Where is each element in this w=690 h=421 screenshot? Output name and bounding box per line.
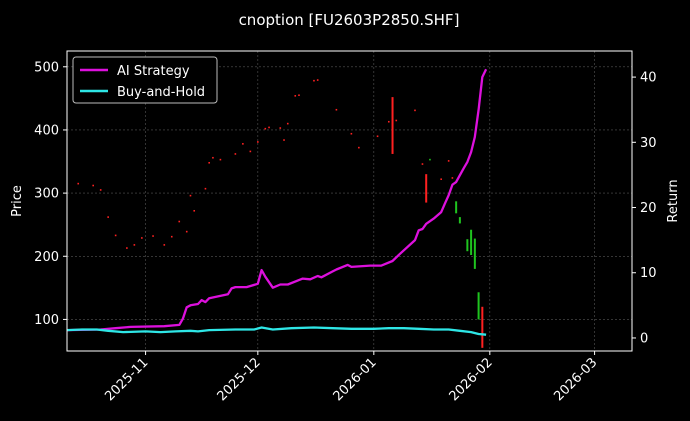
price-tick (178, 220, 181, 223)
price-candle (391, 97, 394, 154)
price-candle (477, 292, 480, 320)
y-right-tick-label: 40 (640, 71, 657, 86)
legend-label-ai-strategy: AI Strategy (117, 64, 190, 79)
y-left-tick-label: 100 (34, 313, 59, 328)
y-axis-right: 0 10 20 30 40 (632, 71, 657, 346)
y-axis-right-label: Return (666, 179, 681, 222)
y-axis-left: 100 200 300 400 500 (34, 60, 67, 328)
price-tick (440, 178, 442, 181)
y-right-tick-label: 20 (640, 201, 657, 216)
price-tick (249, 150, 252, 153)
y-right-tick-label: 30 (640, 136, 657, 151)
price-tick (234, 153, 237, 155)
legend-box (72, 56, 218, 104)
price-tick (283, 139, 285, 141)
price-tick (208, 161, 210, 164)
chart-title: cnoption [FU2603P2850.SHF] (239, 11, 460, 29)
price-candle (458, 217, 461, 224)
y-right-tick-label: 10 (640, 266, 657, 281)
price-tick (350, 132, 353, 135)
price-tick (163, 244, 166, 246)
series-line-buy-and-hold (66, 326, 487, 336)
legend: AI Strategy Buy-and-Hold (72, 56, 218, 104)
price-tick (219, 158, 222, 161)
price-marks (77, 79, 484, 348)
price-tick (387, 120, 390, 123)
price-tick (286, 122, 289, 125)
price-tick (189, 194, 192, 197)
price-tick (294, 95, 297, 97)
price-tick (193, 209, 196, 212)
price-tick (376, 135, 379, 138)
price-tick (414, 109, 416, 112)
price-tick (152, 235, 154, 237)
y-left-tick-label: 200 (34, 250, 59, 265)
price-tick (358, 146, 360, 149)
price-tick (114, 234, 117, 237)
price-candle (470, 229, 473, 255)
price-tick (298, 94, 300, 97)
price-tick (99, 189, 102, 191)
price-tick (92, 184, 94, 187)
price-tick (126, 247, 128, 249)
price-tick (316, 79, 319, 81)
price-tick (335, 108, 338, 111)
price-tick (447, 160, 450, 162)
y-axis-left-label: Price (10, 185, 25, 217)
legend-label-buy-and-hold: Buy-and-Hold (117, 85, 205, 100)
price-tick (204, 187, 207, 190)
price-tick (429, 158, 431, 161)
series-line-ai-strategy (66, 68, 488, 332)
price-candle (481, 306, 484, 348)
price-tick (212, 156, 214, 159)
plot-frame (66, 50, 633, 352)
price-tick (107, 216, 109, 218)
price-tick (279, 127, 282, 129)
price-candle (473, 238, 476, 269)
y-right-tick-label: 0 (640, 331, 648, 346)
price-tick (133, 244, 136, 246)
price-tick (313, 79, 315, 82)
price-tick (170, 235, 173, 238)
y-left-tick-label: 300 (34, 187, 59, 202)
y-left-tick-label: 500 (34, 60, 59, 75)
price-tick (257, 141, 259, 143)
price-tick (264, 127, 267, 130)
price-tick (77, 182, 80, 185)
price-tick (268, 126, 270, 129)
price-tick (242, 143, 244, 145)
price-tick (395, 119, 398, 122)
price-tick (185, 230, 188, 233)
price-tick (421, 163, 424, 165)
price-candle (455, 201, 458, 214)
y-left-tick-label: 400 (34, 123, 59, 138)
price-tick (451, 177, 454, 179)
price-tick (141, 237, 143, 239)
series-lines (66, 68, 488, 336)
price-candle (466, 239, 469, 252)
price-candle (425, 174, 428, 203)
